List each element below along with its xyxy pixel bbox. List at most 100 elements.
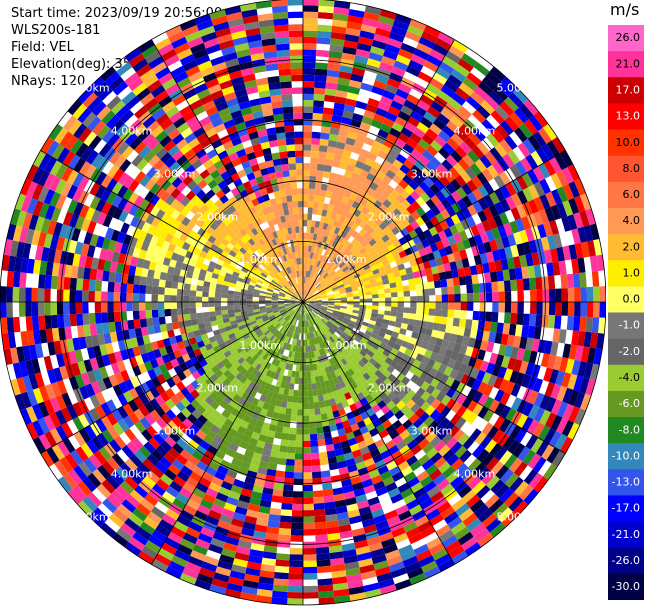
velocity-gate — [527, 169, 540, 185]
velocity-gate — [458, 363, 468, 374]
velocity-gate — [321, 209, 328, 217]
velocity-gate — [216, 259, 225, 267]
velocity-gate — [254, 405, 263, 414]
velocity-gate — [241, 455, 253, 465]
velocity-gate — [251, 276, 258, 282]
velocity-gate — [471, 175, 483, 189]
velocity-gate — [504, 381, 516, 395]
velocity-gate — [147, 269, 155, 279]
velocity-gate — [202, 159, 214, 170]
velocity-gate — [314, 408, 321, 415]
velocity-gate — [507, 149, 521, 165]
velocity-gate — [553, 355, 563, 371]
velocity-gate — [232, 201, 242, 211]
velocity-gate — [343, 340, 350, 347]
velocity-gate — [329, 327, 336, 334]
velocity-gate — [465, 319, 473, 329]
velocity-gate — [326, 450, 336, 458]
velocity-gate — [446, 278, 454, 287]
velocity-gate — [263, 481, 275, 489]
velocity-gate — [333, 306, 341, 310]
velocity-gate — [237, 356, 245, 365]
velocity-gate — [439, 175, 451, 187]
velocity-gate — [476, 105, 491, 119]
velocity-gate — [294, 326, 298, 333]
velocity-gate — [317, 241, 323, 248]
velocity-gate — [292, 491, 303, 498]
velocity-gate — [323, 250, 329, 257]
velocity-gate — [295, 434, 303, 441]
velocity-gate — [460, 170, 472, 184]
velocity-gate — [396, 203, 407, 214]
velocity-gate — [303, 573, 318, 580]
velocity-gate — [405, 399, 416, 410]
velocity-gate — [400, 487, 414, 499]
velocity-gate — [243, 363, 252, 371]
velocity-gate — [327, 63, 341, 72]
velocity-gate — [268, 284, 275, 290]
velocity-gate — [379, 353, 388, 362]
velocity-gate — [591, 271, 600, 287]
velocity-gate — [247, 373, 255, 382]
velocity-gate — [272, 320, 279, 326]
velocity-gate — [384, 43, 401, 55]
velocity-gate — [413, 127, 426, 139]
velocity-gate — [459, 344, 468, 355]
velocity-gate — [286, 282, 292, 288]
velocity-gate — [89, 394, 101, 408]
velocity-gate — [390, 405, 401, 415]
velocity-gate — [272, 584, 289, 592]
velocity-gate — [410, 210, 421, 221]
velocity-gate — [440, 316, 448, 325]
velocity-gate — [241, 267, 249, 274]
velocity-gate — [387, 340, 396, 348]
velocity-gate — [449, 368, 459, 380]
velocity-gate — [334, 320, 342, 327]
velocity-gate — [75, 290, 83, 302]
velocity-gate — [134, 327, 143, 338]
velocity-gate — [68, 376, 80, 391]
velocity-gate — [379, 584, 397, 595]
velocity-gate — [298, 326, 301, 334]
velocity-gate — [75, 302, 83, 314]
velocity-gate — [84, 256, 94, 269]
velocity-gate — [6, 317, 15, 333]
velocity-gate — [210, 503, 224, 515]
velocity-gate — [365, 294, 373, 299]
velocity-gate — [243, 378, 252, 387]
velocity-gate — [338, 380, 346, 389]
velocity-gate — [441, 237, 451, 248]
velocity-gate — [505, 196, 517, 210]
velocity-gate — [309, 271, 313, 278]
velocity-gate — [274, 275, 281, 281]
velocity-gate — [550, 248, 559, 263]
velocity-gate — [400, 127, 413, 138]
velocity-gate — [451, 498, 466, 512]
velocity-gate — [551, 189, 563, 205]
velocity-gate — [204, 321, 212, 329]
velocity-gate — [227, 390, 237, 399]
velocity-gate — [93, 507, 109, 523]
velocity-gate — [373, 325, 381, 332]
velocity-gate — [596, 254, 605, 271]
velocity-gate — [551, 137, 566, 154]
velocity-gate — [221, 508, 235, 519]
velocity-gate — [224, 361, 233, 370]
velocity-gate — [77, 480, 92, 497]
velocity-gate — [334, 362, 341, 370]
velocity-gate — [233, 178, 243, 188]
velocity-gate — [201, 302, 209, 308]
velocity-gate — [370, 373, 379, 382]
velocity-gate — [314, 293, 321, 297]
velocity-gate — [453, 309, 461, 319]
velocity-gate — [435, 240, 445, 250]
velocity-gate — [364, 330, 373, 337]
velocity-gate — [57, 440, 71, 457]
velocity-gate — [370, 381, 379, 391]
velocity-gate — [227, 309, 235, 314]
velocity-gate — [63, 302, 70, 315]
velocity-gate — [498, 418, 511, 433]
velocity-gate — [73, 388, 84, 403]
velocity-gate — [332, 582, 349, 591]
velocity-gate — [303, 459, 312, 467]
